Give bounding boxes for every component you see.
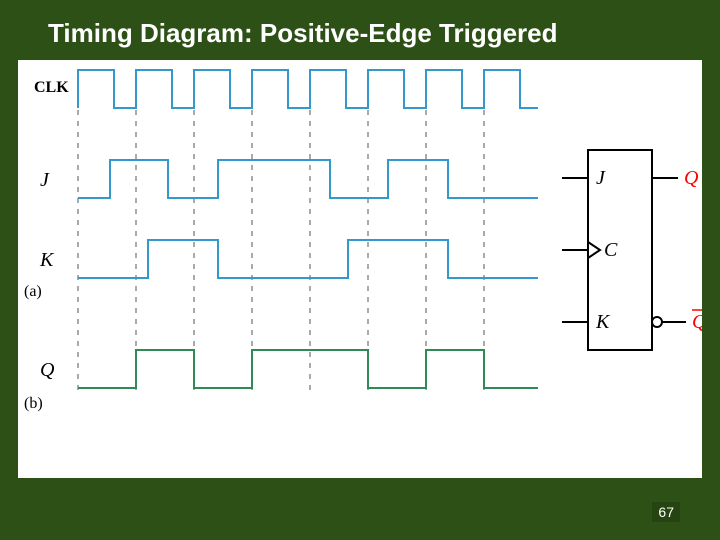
subfigure-a-label: (a) xyxy=(24,283,42,300)
ff-c-label: C xyxy=(604,239,618,261)
ff-j-label: J xyxy=(596,167,606,189)
k-label: K xyxy=(39,249,55,271)
slide-title: Timing Diagram: Positive-Edge Triggered xyxy=(0,0,720,49)
diagram-panel: CLK J K Q (a) (b) J C K Q Q xyxy=(18,60,702,478)
clk-label: CLK xyxy=(34,79,69,96)
qbar-bubble-icon xyxy=(652,317,662,327)
ff-q-label: Q xyxy=(684,167,699,189)
q-label: Q xyxy=(40,359,55,381)
subfigure-b-label: (b) xyxy=(24,395,43,412)
k-waveform xyxy=(78,240,538,278)
page-number: 67 xyxy=(652,502,680,522)
clk-waveform xyxy=(78,70,538,108)
timing-diagram: CLK J K Q (a) (b) J C K Q Q xyxy=(18,60,702,478)
q-waveform xyxy=(78,350,538,388)
j-label: J xyxy=(40,169,50,191)
ff-qbar-label: Q xyxy=(692,311,702,333)
clock-triangle-icon xyxy=(588,242,600,258)
ff-k-label: K xyxy=(595,311,611,333)
j-waveform xyxy=(78,160,538,198)
